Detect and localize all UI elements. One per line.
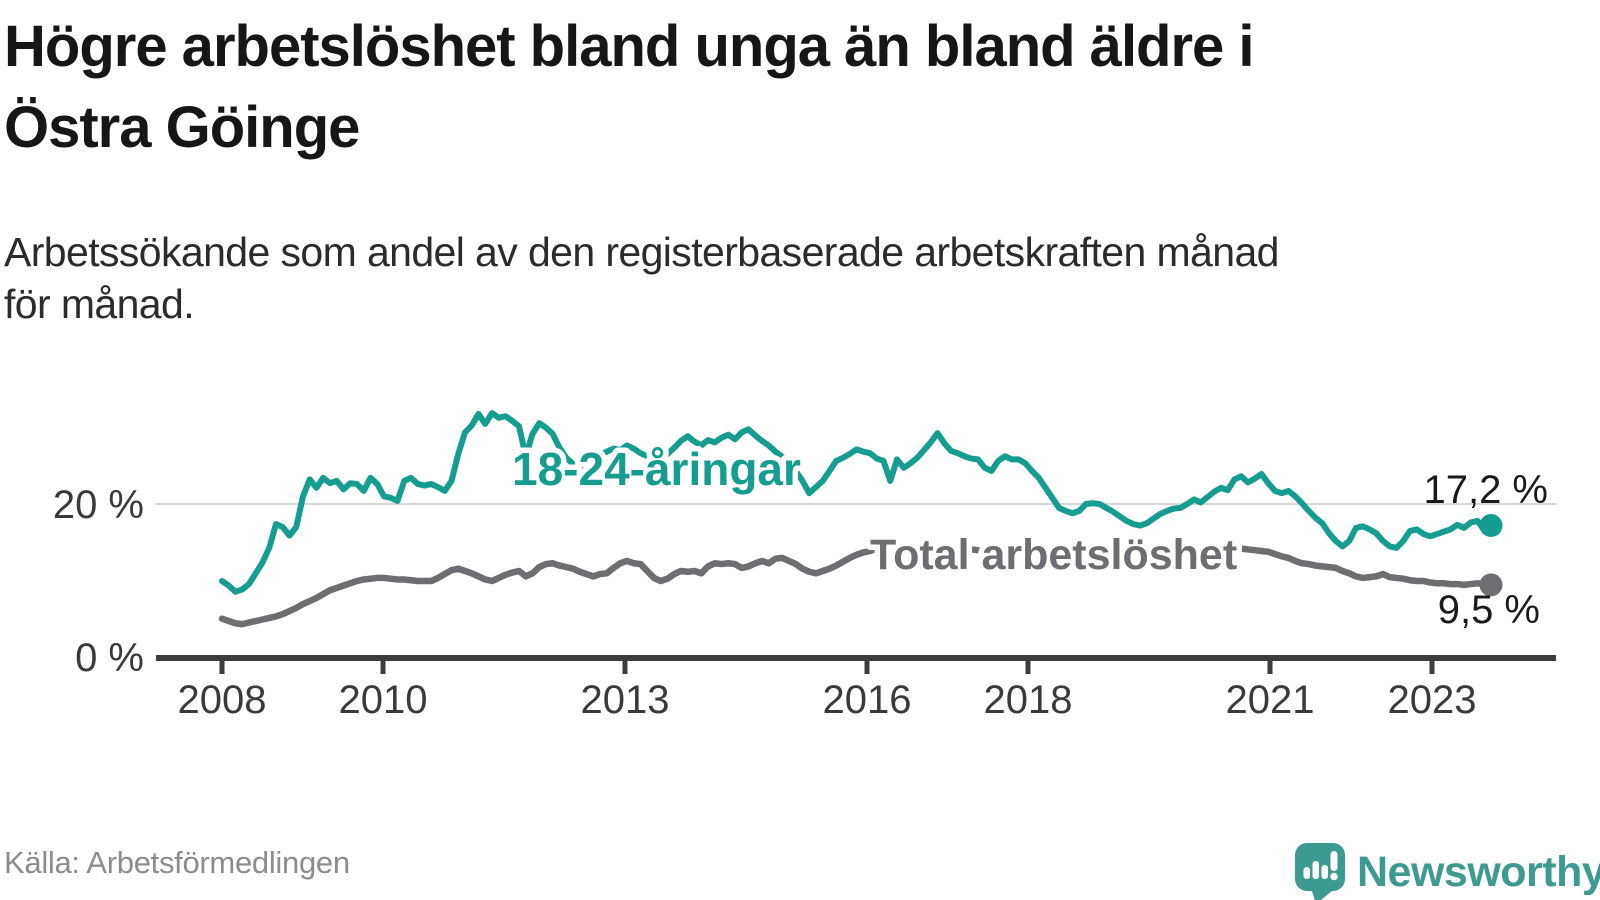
x-axis-ticks — [219, 658, 1435, 674]
x-tick-2010: 2010 — [339, 678, 428, 722]
series-line-total — [218, 543, 1495, 628]
page-title: Högre arbetslöshet bland unga än bland ä… — [4, 6, 1574, 168]
speech-bubble-icon — [1295, 843, 1345, 900]
series-end-dot-total — [1479, 573, 1503, 597]
y-tick-20pct: 20 % — [53, 483, 144, 527]
page-subtitle: Arbetssökande som andel av den registerb… — [4, 226, 1574, 330]
series-line-youth — [219, 410, 1494, 595]
source-note: Källa: Arbetsförmedlingen — [4, 845, 350, 880]
series-end-dot-youth — [1479, 514, 1503, 538]
x-tick-2018: 2018 — [984, 678, 1073, 722]
end-value-youth: 17,2 % — [1423, 468, 1548, 512]
page-title-line2: Östra Göinge — [4, 95, 360, 160]
page-subtitle-line2: för månad. — [4, 281, 195, 327]
x-tick-2016: 2016 — [823, 678, 912, 722]
x-tick-2023: 2023 — [1388, 678, 1477, 722]
bubble-bar-chart-icon — [1303, 851, 1338, 881]
end-value-total: 9,5 % — [1438, 588, 1540, 632]
series-label-total: Total arbetslöshet — [870, 531, 1237, 579]
x-tick-2013: 2013 — [581, 678, 670, 722]
series-label-youth: 18-24-åringar — [512, 443, 801, 495]
brand-wordmark: Newsworthy — [1357, 848, 1600, 896]
page-title-line1: Högre arbetslöshet bland unga än bland ä… — [4, 14, 1255, 79]
newsworthy-logo: Newsworthy — [1295, 843, 1600, 900]
page-subtitle-line1: Arbetssökande som andel av den registerb… — [4, 229, 1279, 275]
y-tick-0pct: 0 % — [75, 636, 144, 680]
x-tick-2008: 2008 — [178, 678, 267, 722]
x-tick-2021: 2021 — [1226, 678, 1315, 722]
